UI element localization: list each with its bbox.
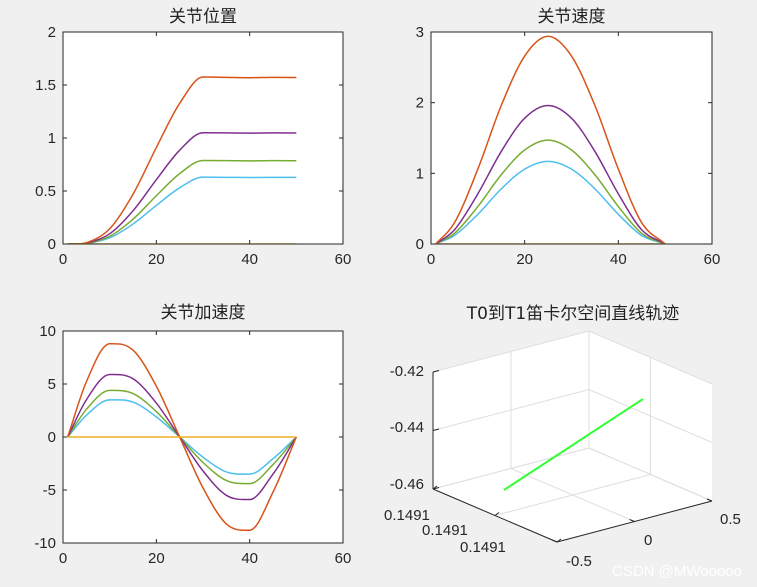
joint-position-plot: 0 20 40 60 0 0.5 1 1.5 2 关节位置 <box>35 7 351 268</box>
watermark: CSDN @MWooooo <box>612 563 742 580</box>
x-tick-label: 40 <box>241 251 258 268</box>
x-tick-label: 0.1491 <box>460 539 506 556</box>
y-tick-label: 3 <box>416 24 424 41</box>
title-3d: T0到T1笛卡尔空间直线轨迹 <box>466 304 679 324</box>
plot-title: 关节速度 <box>538 7 606 27</box>
y-tick-label: 1 <box>48 130 56 147</box>
y-tick-label: 2 <box>416 95 424 112</box>
axes-frame <box>430 31 713 245</box>
x-tick-label: 0 <box>59 550 67 567</box>
y-tick-label: 5 <box>48 376 56 393</box>
y-tick <box>706 498 713 502</box>
joint-velocity-plot: 0 20 40 60 0 1 2 3 关节速度 <box>416 7 721 268</box>
joint-acceleration-plot: 0 20 40 60 -10 -5 0 5 10 关节加速度 <box>34 303 351 567</box>
y-tick-label: 0.5 <box>720 511 741 528</box>
series-line-1 <box>67 159 297 244</box>
series-line-1 <box>435 139 666 244</box>
y-tick-label: 10 <box>39 323 56 340</box>
x-tick-label: 60 <box>704 251 721 268</box>
plot-title: 关节加速度 <box>161 303 246 323</box>
y-tick <box>551 539 558 543</box>
y-tick-label: 1.5 <box>35 77 56 94</box>
y-tick-label: -10 <box>34 535 56 552</box>
x-tick-label: 20 <box>516 251 533 268</box>
x-tick-label: 20 <box>148 251 165 268</box>
y-tick <box>629 519 635 522</box>
x-tick-label: 20 <box>148 550 165 567</box>
series-line-3 <box>435 35 666 244</box>
trajectory-line <box>503 398 644 491</box>
z-tick-label: -0.42 <box>390 363 424 380</box>
y-tick-label: 0 <box>416 236 424 253</box>
axes-background <box>63 32 343 244</box>
series-group <box>435 35 666 244</box>
x-tick-label: 40 <box>610 251 627 268</box>
series-line-2 <box>67 131 297 244</box>
z-tick-label: -0.46 <box>390 476 424 493</box>
x-tick <box>494 512 500 516</box>
grid-line <box>588 447 713 502</box>
x-tick-label: 0 <box>427 251 435 268</box>
y-tick-label: 0 <box>644 532 652 549</box>
axes-background <box>431 32 712 244</box>
y-tick-label: 0 <box>48 236 56 253</box>
series-line-0 <box>67 176 297 244</box>
grid-line <box>494 474 651 516</box>
series-group <box>67 76 297 244</box>
x-tick-label: 60 <box>335 550 352 567</box>
series-line-3 <box>67 76 297 244</box>
series-line-0 <box>435 160 666 244</box>
y-tick-label: 1 <box>416 165 424 182</box>
x-tick-label: 40 <box>241 550 258 567</box>
y-tick-label: -0.5 <box>566 553 592 570</box>
x-tick <box>556 538 562 543</box>
x-tick-label: 60 <box>335 251 352 268</box>
series-group <box>66 342 298 532</box>
trajectory-path <box>503 398 644 491</box>
x-tick-label: 0 <box>59 251 67 268</box>
plot-title: 关节位置 <box>169 7 237 27</box>
y-tick-label: 2 <box>48 24 56 41</box>
y-tick-label: 0.5 <box>35 183 56 200</box>
z-tick <box>432 428 440 431</box>
z-tick-label: -0.44 <box>390 419 424 436</box>
y-tick-label: -5 <box>43 482 56 499</box>
y-tick-label: 0 <box>48 429 56 446</box>
grid-3d <box>432 330 713 543</box>
z-tick <box>432 487 440 490</box>
z-tick <box>432 370 440 373</box>
x-tick-label: 0.1491 <box>422 522 468 539</box>
cartesian-trajectory-3d-plot: T0到T1笛卡尔空间直线轨迹 -0.42 -0.44 -0.46 0.1491 … <box>384 304 741 570</box>
x-tick-label: 0.1491 <box>384 507 430 524</box>
series-line-2 <box>435 104 666 244</box>
